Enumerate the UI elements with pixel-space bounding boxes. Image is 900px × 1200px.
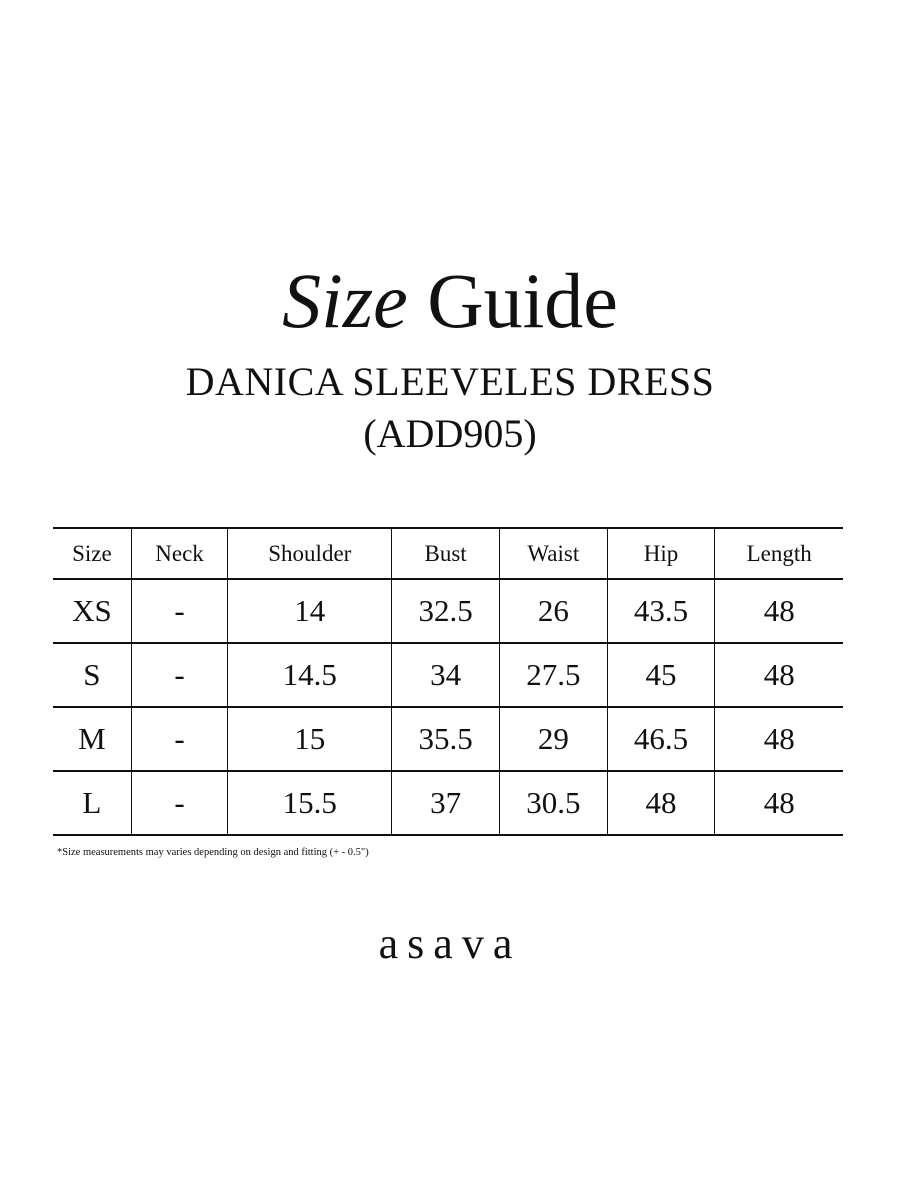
- table-cell: 48: [714, 578, 843, 644]
- column-header: Neck: [130, 527, 228, 580]
- table-row: M -15 35.5 29 46.5 48: [53, 706, 843, 772]
- table-cell: L: [53, 770, 132, 836]
- table-cell: 48: [714, 770, 843, 836]
- table-row: S -14.5 34 27.5 45 48: [53, 642, 843, 708]
- table-cell: -: [130, 770, 228, 836]
- title-italic: Size: [282, 257, 408, 344]
- table-cell: 48: [606, 770, 715, 836]
- table-cell: 27.5: [498, 642, 608, 708]
- table-cell: 34: [391, 642, 500, 708]
- table-cell: XS: [53, 578, 132, 644]
- table-cell: 15.5: [227, 770, 392, 836]
- table-cell: 26: [498, 578, 608, 644]
- size-table: Size Neck Shoulder Bust Waist Hip Length XS -14…: [53, 527, 843, 836]
- column-header: Length: [714, 527, 843, 580]
- table-cell: 48: [714, 642, 843, 708]
- table-cell: 30.5: [498, 770, 608, 836]
- table-cell: 14: [227, 578, 392, 644]
- table-cell: 15: [227, 706, 392, 772]
- column-header: Shoulder: [227, 527, 392, 580]
- column-header: Waist: [498, 527, 608, 580]
- table-row: XS -14 32.5 26 43.5 48: [53, 578, 843, 644]
- table-cell: 29: [498, 706, 608, 772]
- product-code: (ADD905): [363, 411, 537, 456]
- table-cell: S: [53, 642, 132, 708]
- brand-logo: asava: [378, 919, 522, 968]
- column-header: Bust: [391, 527, 500, 580]
- table-cell: 14.5: [227, 642, 392, 708]
- column-header: Size: [53, 527, 132, 580]
- table-cell: -: [130, 642, 228, 708]
- table-cell: 48: [714, 706, 843, 772]
- table-row: L -15.5 37 30.5 48 48: [53, 770, 843, 836]
- table-cell: -: [130, 706, 228, 772]
- column-header: Hip: [606, 527, 715, 580]
- page-title: Size Guide: [0, 262, 900, 340]
- table-cell: 37: [391, 770, 500, 836]
- table-cell: 46.5: [606, 706, 715, 772]
- table-cell: 35.5: [391, 706, 500, 772]
- product-name: DANICA SLEEVELES DRESS: [185, 359, 715, 404]
- table-header-row: Size Neck Shoulder Bust Waist Hip Length: [53, 527, 843, 580]
- table-cell: 45: [606, 642, 715, 708]
- table-cell: M: [53, 706, 132, 772]
- title-regular: Guide: [427, 257, 618, 344]
- table-cell: -: [130, 578, 228, 644]
- measurement-note: *Size measurements may varies depending …: [57, 847, 369, 858]
- table-cell: 32.5: [391, 578, 500, 644]
- table-cell: 43.5: [606, 578, 715, 644]
